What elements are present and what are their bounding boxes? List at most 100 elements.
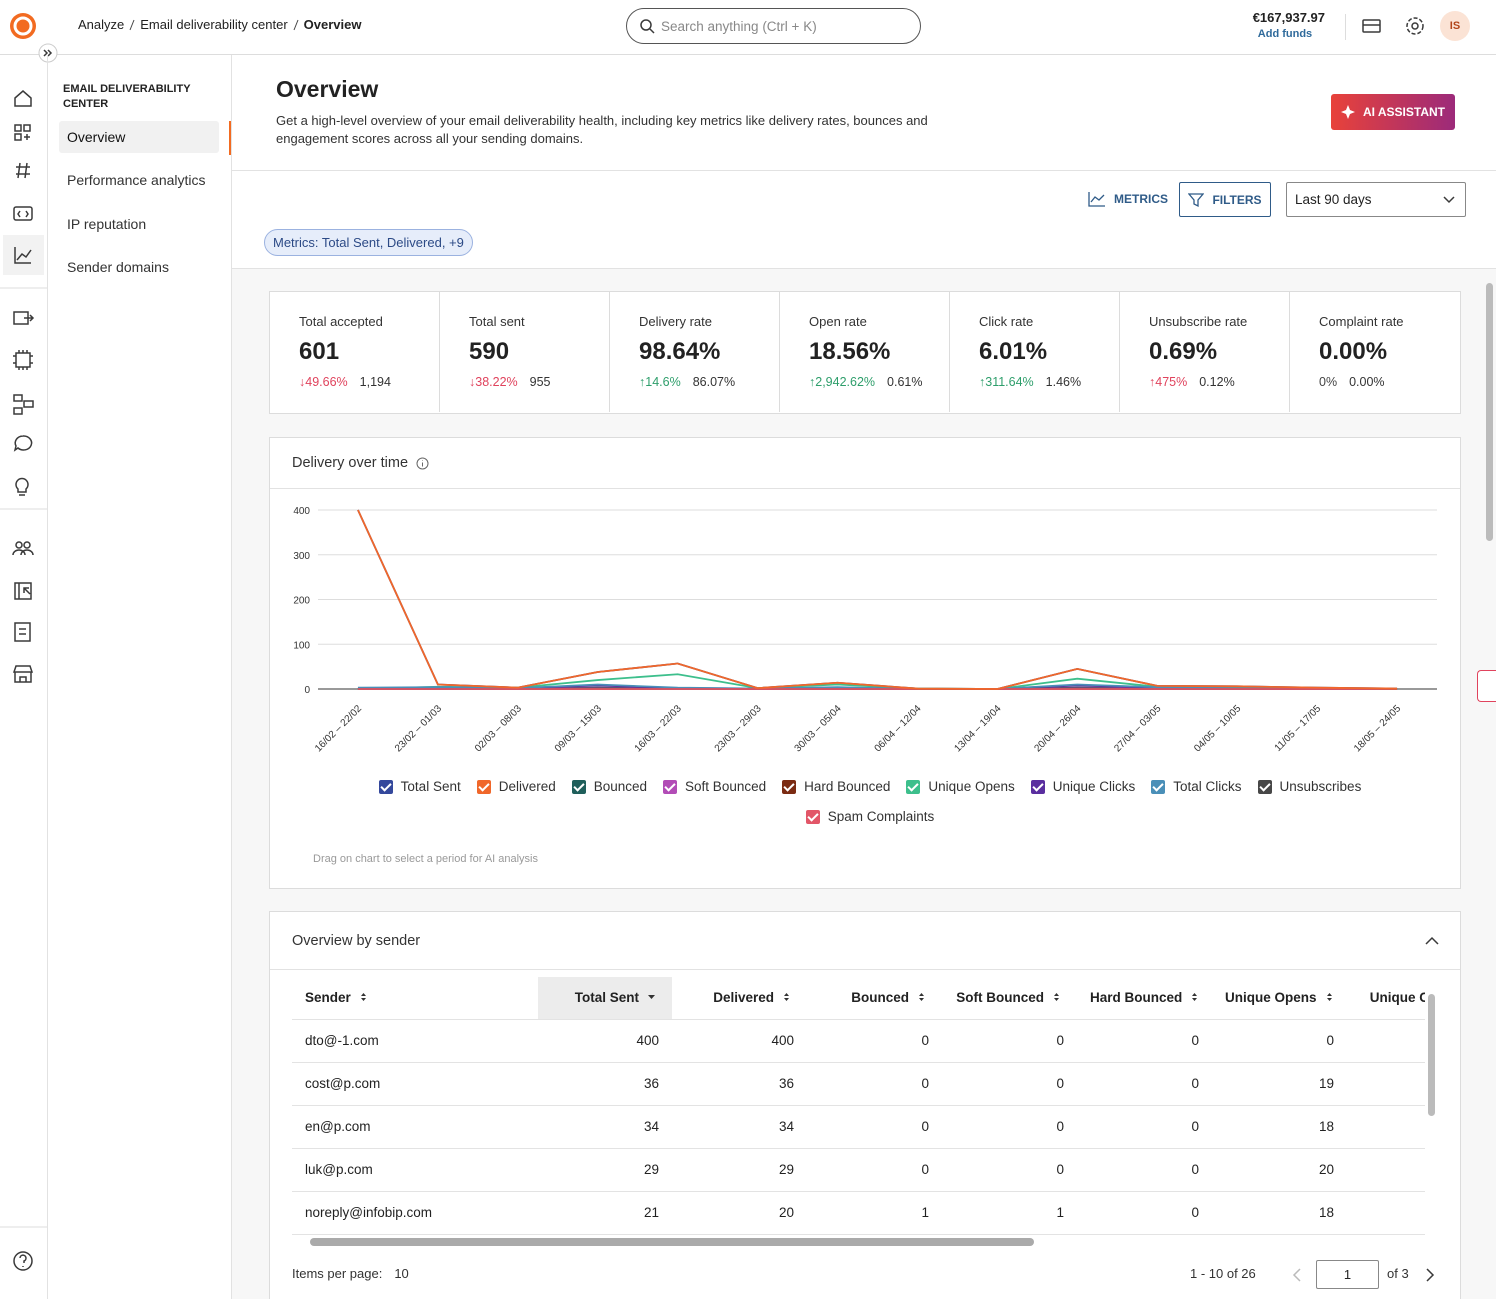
kpi-change-row: 0% 0.00% bbox=[1319, 375, 1460, 389]
legend-label: Bounced bbox=[593, 779, 648, 794]
sort-arrow bbox=[919, 993, 924, 1002]
kpi-card: Delivery rate 98.64% ↑14.6% 86.07% bbox=[610, 292, 780, 412]
table-card: Overview by sender Sender Total Sent Deliv… bbox=[269, 911, 1461, 1299]
y-tick-label: 300 bbox=[293, 551, 310, 562]
kpi-change: 0% bbox=[1319, 375, 1338, 389]
breadcrumb-current: Overview bbox=[303, 17, 362, 32]
search-box[interactable]: Search anything (Ctrl + K) bbox=[626, 8, 921, 44]
prev-page[interactable] bbox=[1292, 1268, 1302, 1282]
legend-checkbox bbox=[906, 779, 921, 794]
legend-item[interactable]: Delivered bbox=[476, 779, 556, 794]
breadcrumb-item[interactable]: Email deliverability center bbox=[140, 17, 288, 32]
legend-item[interactable]: Unique Clicks bbox=[1030, 779, 1135, 794]
kpi-card: Unsubscribe rate 0.69% ↑475% 0.12% bbox=[1120, 292, 1290, 412]
metrics-chip[interactable]: Metrics: Total Sent, Delivered, +9 bbox=[264, 229, 473, 256]
divider bbox=[232, 170, 1496, 171]
series-line bbox=[357, 509, 1398, 690]
table-row: en@p.com 34 34 0 0 0 18 bbox=[292, 1105, 1425, 1149]
collapse-button[interactable] bbox=[1425, 936, 1439, 946]
kpi-previous: 0.61% bbox=[887, 375, 923, 389]
legend-item[interactable]: Soft Bounced bbox=[663, 779, 766, 794]
header-row: Sender Total Sent Delivered Bounced Soft Bou… bbox=[292, 977, 1425, 1020]
column-header[interactable]: Sender bbox=[292, 977, 538, 1020]
legend-item[interactable]: Total Clicks bbox=[1151, 779, 1242, 794]
table-cell: 400 bbox=[538, 1019, 672, 1063]
nav-item[interactable]: Sender domains bbox=[67, 258, 169, 275]
chart-card: Delivery over time 0 100 200 300 400 16/02 – … bbox=[269, 437, 1461, 889]
column-header[interactable]: Soft Bounced bbox=[942, 977, 1077, 1020]
legend-item[interactable]: Hard Bounced bbox=[782, 779, 890, 794]
column-header[interactable]: Unique Clicks bbox=[1347, 977, 1425, 1020]
scrollbar[interactable] bbox=[1428, 994, 1435, 1116]
logo[interactable] bbox=[8, 11, 38, 41]
divider bbox=[231, 55, 232, 1299]
expand-button[interactable] bbox=[38, 43, 58, 63]
column-header[interactable]: Hard Bounced bbox=[1077, 977, 1212, 1020]
table-cell: 36 bbox=[538, 1062, 672, 1106]
kpi-label: Delivery rate bbox=[639, 314, 712, 329]
line-chart[interactable]: 0 100 200 300 400 16/02 – 22/02 23/02 – 01/03 0… bbox=[270, 489, 1460, 829]
x-tick-label: 18/05 – 24/05 bbox=[1352, 703, 1403, 754]
table-cell: 0 bbox=[1212, 1019, 1347, 1063]
legend: Total Sent Delivered Bounced Soft Bounced Ha… bbox=[365, 779, 1375, 839]
column-header[interactable]: Unique Opens bbox=[1212, 977, 1347, 1020]
legend-item[interactable]: Unique Opens bbox=[906, 779, 1015, 794]
kpi-value: 98.64% bbox=[639, 338, 721, 365]
page-input[interactable]: 1 bbox=[1316, 1260, 1379, 1289]
kpi-change-row: ↓49.66% 1,194 bbox=[299, 375, 439, 389]
breadcrumb-item[interactable]: Analyze bbox=[78, 17, 125, 32]
billing-icon[interactable] bbox=[1362, 17, 1382, 35]
x-tick-label: 23/03 – 29/03 bbox=[713, 703, 764, 754]
help-icon[interactable] bbox=[13, 1251, 33, 1271]
select[interactable]: 10 bbox=[394, 1266, 409, 1281]
chart-icon bbox=[1088, 192, 1105, 207]
column-header[interactable]: Delivered bbox=[672, 977, 807, 1020]
next-page[interactable] bbox=[1425, 1268, 1435, 1282]
kpi-value: 601 bbox=[299, 338, 340, 365]
kpi-previous: 0.00% bbox=[1349, 375, 1385, 389]
scrollbar[interactable] bbox=[1486, 283, 1493, 541]
legend-checkbox bbox=[663, 779, 678, 794]
table-title: Overview by sender bbox=[292, 933, 421, 949]
settings-icon[interactable] bbox=[1404, 15, 1426, 37]
info-icon[interactable] bbox=[416, 457, 429, 470]
legend-label: Delivered bbox=[498, 779, 556, 794]
select-value: Last 90 days bbox=[1295, 192, 1372, 207]
nav-item[interactable]: Overview bbox=[59, 121, 219, 153]
legend-item[interactable]: Bounced bbox=[571, 779, 648, 794]
scrollbar[interactable] bbox=[310, 1238, 1034, 1246]
table-cell: en@p.com bbox=[292, 1105, 538, 1149]
metrics-button[interactable]: METRICS bbox=[1088, 191, 1168, 207]
column-header[interactable]: Bounced bbox=[807, 977, 942, 1020]
filters-button[interactable]: FILTERS bbox=[1179, 182, 1271, 217]
table-cell: 18 bbox=[1212, 1191, 1347, 1235]
x-tick-label: 27/04 – 03/05 bbox=[1112, 703, 1163, 754]
chat-tab[interactable] bbox=[1477, 670, 1496, 702]
sort-arrow bbox=[1326, 993, 1332, 1002]
x-tick-label: 16/02 – 22/02 bbox=[313, 703, 364, 754]
kpi-label: Unsubscribe rate bbox=[1149, 314, 1248, 329]
ai-assistant-button[interactable]: AI ASSISTANT bbox=[1331, 94, 1455, 130]
table-cell bbox=[1347, 1105, 1425, 1149]
kpi-previous: 86.07% bbox=[692, 375, 736, 389]
kpi-value: 18.56% bbox=[809, 338, 891, 365]
add-funds-link[interactable]: Add funds bbox=[1257, 28, 1313, 40]
date-range-select[interactable]: Last 90 days bbox=[1286, 182, 1466, 217]
nav-item[interactable]: Performance analytics bbox=[67, 172, 206, 189]
table-cell: 20 bbox=[1212, 1148, 1347, 1192]
legend-label: Spam Complaints bbox=[827, 809, 935, 824]
table-cell: 0 bbox=[942, 1062, 1077, 1106]
nav-item[interactable]: IP reputation bbox=[67, 215, 147, 232]
legend-checkbox bbox=[571, 779, 586, 794]
nav-icons[interactable] bbox=[3, 90, 44, 683]
legend-item[interactable]: Unsubscribes bbox=[1257, 779, 1361, 794]
table-cell: 20 bbox=[672, 1191, 807, 1235]
x-tick-label: 11/05 – 17/05 bbox=[1273, 703, 1324, 754]
range-text: 1 - 10 of 26 bbox=[1190, 1266, 1256, 1281]
legend-item[interactable]: Total Sent bbox=[378, 779, 461, 794]
sort-arrow bbox=[648, 995, 655, 1000]
avatar[interactable]: IS bbox=[1440, 11, 1470, 41]
column-header[interactable]: Total Sent bbox=[538, 977, 672, 1020]
legend-item[interactable]: Spam Complaints bbox=[805, 809, 935, 824]
